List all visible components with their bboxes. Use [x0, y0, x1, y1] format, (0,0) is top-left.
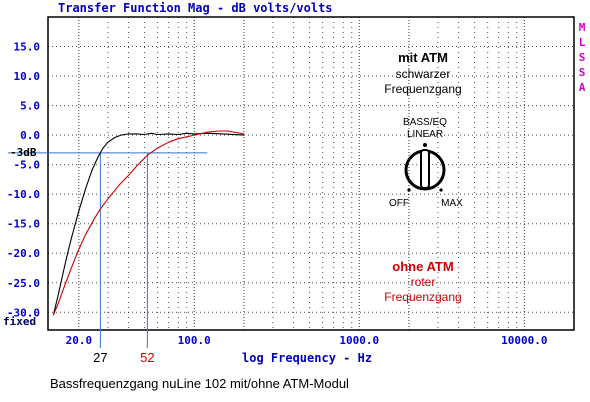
bass-eq-knob-icon: BASS/EQ LINEAR OFF MAX: [389, 117, 463, 209]
y-tick-label: -30.0: [7, 306, 40, 319]
knob-grip: [420, 149, 430, 189]
without-atm-line2: Frequenzgang: [384, 290, 461, 304]
x-tick-label: 100.0: [178, 334, 211, 347]
y-tick-label: -10.0: [7, 188, 40, 201]
y-fixed-label: fixed: [3, 315, 36, 328]
y-tick-label: 15.0: [14, 41, 41, 54]
x-tick-label: 20.0: [66, 334, 93, 347]
y-axis-tick-labels: 15.0 10.0 5.0 0.0 -5.0 -10.0 -15.0 -20.0 -25.0 -3…: [7, 41, 40, 320]
knob-label-off: OFF: [389, 198, 409, 209]
grid-lines: [48, 17, 574, 330]
knob-tick-off: [407, 188, 411, 192]
series-lines: [52, 130, 244, 316]
y-tick-label: -20.0: [7, 247, 40, 260]
y-tick-label: 0.0: [20, 129, 40, 142]
mlssa-letter: S: [579, 51, 586, 64]
mlssa-letter: A: [579, 81, 586, 94]
mlssa-letter: M: [579, 21, 586, 34]
frequency-marker-label: 27: [93, 350, 107, 365]
without-atm-annotation: ohne ATM roter Frequenzgang: [384, 259, 461, 304]
y-tick-label: 10.0: [14, 70, 41, 83]
mlssa-letter: S: [579, 66, 586, 79]
without-atm-title: ohne ATM: [392, 259, 453, 274]
cutoff-markers: -3dB 27 52: [8, 146, 208, 365]
without-atm-line1: roter: [411, 275, 436, 289]
series-line-black: [52, 132, 244, 316]
knob-tick-max: [439, 188, 443, 192]
frequency-marker-label: 52: [140, 350, 154, 365]
with-atm-title: mit ATM: [398, 50, 448, 65]
knob-pointer-dot: [423, 143, 427, 147]
x-axis-label: log Frequency - Hz: [242, 351, 372, 365]
knob-label-max: MAX: [441, 198, 463, 209]
series-line-red: [52, 130, 244, 316]
knob-label-linear: LINEAR: [407, 129, 443, 140]
y-tick-label: -25.0: [7, 277, 40, 290]
x-tick-label: 1000.0: [339, 334, 379, 347]
chart-caption: Bassfrequenzgang nuLine 102 mit/ohne ATM…: [50, 376, 349, 391]
mlssa-letter: L: [579, 36, 586, 49]
with-atm-line1: schwarzer: [396, 67, 451, 81]
cutoff-level-label: -3dB: [10, 146, 37, 159]
y-tick-label: -5.0: [14, 159, 41, 172]
x-axis-tick-labels: 20.0 100.0 1000.0 10000.0: [66, 334, 548, 347]
y-tick-label: -15.0: [7, 218, 40, 231]
plot-frame: [47, 16, 575, 331]
knob-label-bass-eq: BASS/EQ: [403, 117, 447, 128]
with-atm-annotation: mit ATM schwarzer Frequenzgang: [384, 50, 461, 96]
x-tick-label: 10000.0: [501, 334, 547, 347]
with-atm-line2: Frequenzgang: [384, 82, 461, 96]
chart-title: Transfer Function Mag - dB volts/volts: [58, 1, 333, 15]
y-tick-label: 5.0: [20, 100, 40, 113]
